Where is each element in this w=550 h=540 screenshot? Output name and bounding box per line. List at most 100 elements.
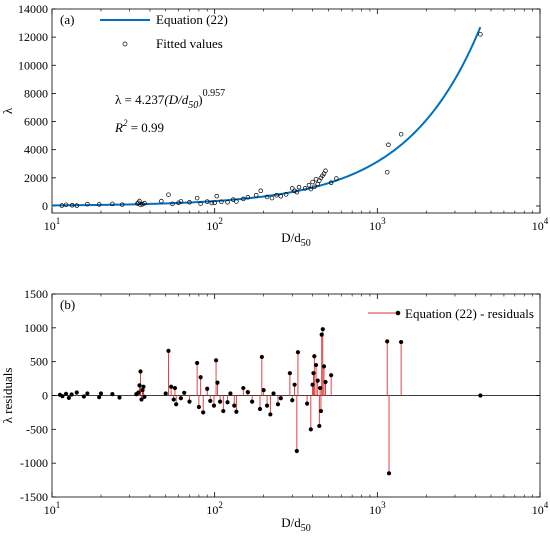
residual-point xyxy=(232,403,237,408)
residual-point xyxy=(140,387,145,393)
residual-point xyxy=(182,390,187,395)
residual-point xyxy=(117,395,122,400)
residual-point xyxy=(315,378,320,383)
fitted-value-point xyxy=(204,199,210,204)
fitted-value-point xyxy=(292,188,297,194)
residual-point xyxy=(264,403,270,408)
y-tick-label: 6000 xyxy=(24,115,48,129)
residual-point xyxy=(136,390,141,395)
fitted-value-point xyxy=(308,186,314,192)
fitted-value-point xyxy=(69,203,75,208)
fitted-value-point xyxy=(142,200,147,206)
fitted-value-point xyxy=(214,193,220,199)
residual-point xyxy=(323,379,328,385)
residual-point xyxy=(171,397,176,402)
fitted-value-point xyxy=(225,200,230,205)
residual-point xyxy=(385,339,390,344)
fitted-value-point xyxy=(478,32,483,37)
residual-point xyxy=(312,354,317,359)
y-tick-label: 2000 xyxy=(24,171,48,185)
fitted-value-point xyxy=(212,200,217,205)
x-axis-label: D/d50 xyxy=(281,230,311,249)
fitted-value-point xyxy=(187,200,192,205)
y-tick-label: 0 xyxy=(42,389,48,403)
residual-point xyxy=(225,400,230,405)
residual-point xyxy=(174,402,179,407)
equation-annotation: λ = 4.237(D/d50)0.957 xyxy=(115,88,225,111)
residual-point xyxy=(198,375,203,380)
fitted-value-point xyxy=(85,201,90,207)
residual-point xyxy=(321,364,327,369)
fitted-value-point xyxy=(386,142,391,148)
fitted-value-point xyxy=(302,186,308,191)
residual-point xyxy=(329,373,334,378)
y-tick-label: 0 xyxy=(42,199,48,213)
legend-label: Fitted values xyxy=(156,36,223,51)
y-tick-label: 500 xyxy=(30,355,48,369)
fitted-value-point xyxy=(59,203,65,208)
fitted-value-point xyxy=(241,196,246,202)
legend-label: Equation (22) - residuals xyxy=(405,306,534,321)
panel-label: (a) xyxy=(60,12,74,27)
residual-point xyxy=(215,380,220,385)
legend-label: Equation (22) xyxy=(156,12,228,27)
residual-point xyxy=(166,348,171,353)
fitted-value-point xyxy=(294,189,300,195)
fitted-value-point xyxy=(290,186,295,191)
y-tick-label: -1000 xyxy=(20,456,48,470)
fitted-value-point xyxy=(178,199,184,204)
residual-point xyxy=(287,371,292,376)
residual-point xyxy=(163,391,168,396)
residual-point xyxy=(275,402,281,407)
residual-point xyxy=(294,448,299,454)
residual-point xyxy=(228,391,233,396)
fitted-value-point xyxy=(96,202,102,207)
residual-point xyxy=(386,471,392,476)
residual-point xyxy=(74,390,79,395)
x-tick-label: 104 xyxy=(532,500,549,517)
residual-point xyxy=(97,395,102,400)
fitted-value-point xyxy=(159,198,164,204)
residual-point xyxy=(178,396,183,401)
fitted-value-point xyxy=(323,168,328,174)
fitted-value-point xyxy=(74,203,80,208)
residual-point xyxy=(213,358,219,363)
residual-point xyxy=(271,391,276,396)
fitted-value-point xyxy=(198,201,203,206)
y-tick-label: -1500 xyxy=(20,490,48,504)
residual-point xyxy=(141,384,146,389)
fitted-value-point xyxy=(384,169,390,175)
legend-marker-swatch xyxy=(122,41,128,47)
residual-point xyxy=(211,403,217,408)
x-tick-label: 102 xyxy=(206,216,223,233)
equation-curve xyxy=(51,26,482,207)
plot-frame xyxy=(51,8,541,214)
fitted-value-point xyxy=(170,201,175,207)
residual-point xyxy=(478,393,483,398)
x-tick-label: 101 xyxy=(44,216,61,233)
residual-point xyxy=(257,406,263,412)
residual-point xyxy=(139,397,144,402)
residual-point xyxy=(259,354,264,360)
residual-point xyxy=(304,401,310,406)
residual-point xyxy=(234,409,239,414)
residual-point xyxy=(268,412,273,417)
fitted-value-point xyxy=(245,194,251,200)
residual-point xyxy=(313,362,319,368)
y-axis-label: λ xyxy=(0,107,15,114)
residual-point xyxy=(110,392,115,397)
residual-point xyxy=(317,423,322,429)
fitted-value-point xyxy=(306,182,312,188)
legend-marker-swatch xyxy=(395,310,401,316)
residual-point xyxy=(142,394,147,399)
y-tick-label: 1000 xyxy=(24,321,48,335)
y-tick-label: 10000 xyxy=(18,58,48,72)
residual-point xyxy=(66,395,71,400)
residual-point xyxy=(261,387,266,393)
residual-point xyxy=(295,350,301,355)
residual-point xyxy=(201,410,206,415)
residual-point xyxy=(85,391,90,396)
residual-point xyxy=(187,399,192,404)
residual-point xyxy=(319,332,324,337)
